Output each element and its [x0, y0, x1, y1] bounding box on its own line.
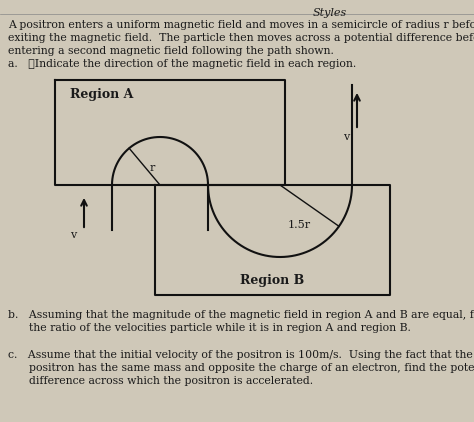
Text: Region B: Region B: [240, 274, 305, 287]
Text: Region A: Region A: [70, 88, 133, 101]
Text: difference across which the positron is accelerated.: difference across which the positron is …: [8, 376, 313, 386]
Text: Styles: Styles: [313, 8, 347, 18]
Text: v: v: [70, 230, 76, 240]
Text: r: r: [150, 163, 155, 173]
Text: A positron enters a uniform magnetic field and moves in a semicircle of radius r: A positron enters a uniform magnetic fie…: [8, 20, 474, 30]
Text: v: v: [343, 132, 349, 142]
Text: a.   ⎯Indicate the direction of the magnetic field in each region.: a. ⎯Indicate the direction of the magnet…: [8, 59, 356, 69]
Text: c.   Assume that the initial velocity of the positron is 100m/s.  Using the fact: c. Assume that the initial velocity of t…: [8, 350, 473, 360]
Text: exiting the magnetic field.  The particle then moves across a potential differen: exiting the magnetic field. The particle…: [8, 33, 474, 43]
Text: 1.5r: 1.5r: [288, 220, 311, 230]
Text: entering a second magnetic field following the path shown.: entering a second magnetic field followi…: [8, 46, 334, 56]
Text: positron has the same mass and opposite the charge of an electron, find the pote: positron has the same mass and opposite …: [8, 363, 474, 373]
Text: the ratio of the velocities particle while it is in region A and region B.: the ratio of the velocities particle whi…: [8, 323, 411, 333]
Text: b.   Assuming that the magnitude of the magnetic field in region A and B are equ: b. Assuming that the magnitude of the ma…: [8, 310, 474, 320]
